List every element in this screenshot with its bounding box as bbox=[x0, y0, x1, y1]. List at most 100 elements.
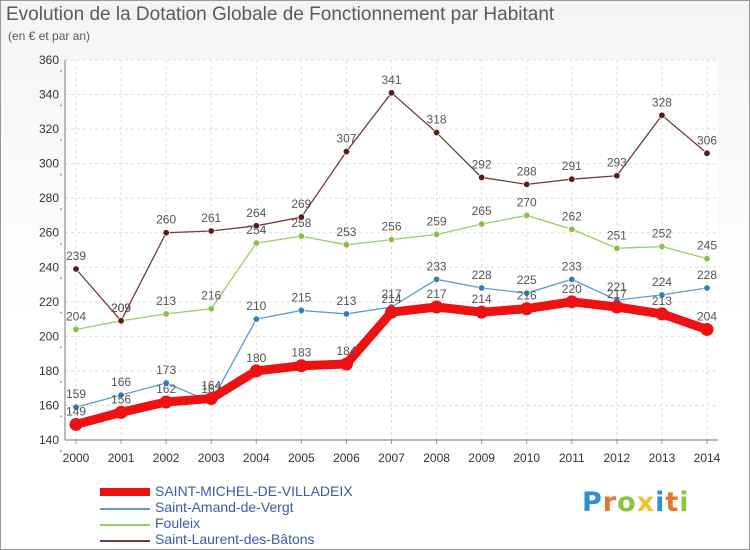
data-point-saint-michel-de-villadeix bbox=[69, 417, 83, 431]
x-tick-label: 2001 bbox=[108, 451, 135, 465]
legend-swatch bbox=[100, 540, 150, 542]
x-tick-label: 2004 bbox=[243, 451, 270, 465]
data-point-saint-laurent-des-batons bbox=[117, 317, 125, 325]
data-point-saint-amand-de-vergt bbox=[523, 289, 531, 297]
data-point-saint-michel-de-villadeix bbox=[249, 364, 263, 378]
data-point-saint-amand-de-vergt bbox=[252, 315, 260, 323]
data-label-fouleix: 262 bbox=[562, 209, 582, 223]
data-point-fouleix bbox=[297, 232, 305, 240]
data-point-fouleix bbox=[433, 230, 441, 238]
data-label-fouleix: 245 bbox=[697, 239, 717, 253]
data-label-fouleix: 258 bbox=[291, 216, 311, 230]
data-label-saint-michel-de-villadeix: 220 bbox=[562, 282, 582, 296]
data-label-saint-michel-de-villadeix: 204 bbox=[697, 309, 717, 323]
data-label-saint-amand-de-vergt: 210 bbox=[246, 299, 266, 313]
logo-letter: i bbox=[679, 487, 690, 518]
data-label-saint-michel-de-villadeix: 216 bbox=[517, 289, 537, 303]
data-label-saint-michel-de-villadeix: 217 bbox=[427, 287, 447, 301]
data-point-saint-laurent-des-batons bbox=[613, 172, 621, 180]
data-label-saint-laurent-des-batons: 260 bbox=[156, 213, 176, 227]
data-label-saint-michel-de-villadeix: 213 bbox=[652, 294, 672, 308]
data-label-saint-amand-de-vergt: 166 bbox=[111, 375, 131, 389]
data-point-fouleix bbox=[658, 243, 666, 251]
data-label-saint-michel-de-villadeix: 162 bbox=[156, 382, 176, 396]
data-label-saint-laurent-des-batons: 341 bbox=[381, 73, 401, 87]
data-point-saint-amand-de-vergt bbox=[433, 275, 441, 283]
data-label-saint-laurent-des-batons: 239 bbox=[66, 249, 86, 263]
y-tick-label: 300 bbox=[39, 157, 59, 171]
data-point-saint-michel-de-villadeix bbox=[159, 395, 173, 409]
data-label-saint-amand-de-vergt: 173 bbox=[156, 363, 176, 377]
logo-letter: t bbox=[665, 487, 680, 518]
data-point-saint-laurent-des-batons bbox=[478, 173, 486, 181]
data-point-saint-laurent-des-batons bbox=[342, 148, 350, 156]
data-label-saint-amand-de-vergt: 221 bbox=[607, 280, 627, 294]
data-label-saint-laurent-des-batons: 209 bbox=[111, 301, 131, 315]
y-tick-label: 200 bbox=[39, 329, 59, 343]
x-tick-label: 2011 bbox=[559, 451, 585, 465]
logo-letter: o bbox=[617, 487, 637, 518]
data-label-saint-laurent-des-batons: 318 bbox=[427, 113, 447, 127]
logo-letter: r bbox=[602, 487, 618, 518]
data-label-saint-laurent-des-batons: 261 bbox=[201, 211, 221, 225]
x-tick-label: 2013 bbox=[649, 451, 676, 465]
x-tick-label: 2000 bbox=[63, 451, 90, 465]
data-label-saint-amand-de-vergt: 228 bbox=[472, 268, 492, 282]
x-tick-label: 2014 bbox=[694, 451, 721, 465]
data-point-saint-michel-de-villadeix bbox=[565, 295, 579, 309]
data-point-saint-amand-de-vergt bbox=[703, 284, 711, 292]
data-point-saint-laurent-des-batons bbox=[252, 222, 260, 230]
data-label-fouleix: 252 bbox=[652, 227, 672, 241]
logo-letter: P bbox=[582, 487, 603, 518]
data-point-saint-laurent-des-batons bbox=[297, 213, 305, 221]
data-label-saint-amand-de-vergt: 228 bbox=[697, 268, 717, 282]
data-label-fouleix: 270 bbox=[517, 195, 537, 209]
data-label-saint-laurent-des-batons: 291 bbox=[562, 159, 582, 173]
x-tick-label: 2006 bbox=[333, 451, 360, 465]
x-tick-label: 2007 bbox=[378, 451, 405, 465]
data-point-saint-michel-de-villadeix bbox=[114, 405, 128, 419]
data-label-saint-michel-de-villadeix: 184 bbox=[336, 344, 356, 358]
data-label-fouleix: 265 bbox=[472, 204, 492, 218]
data-point-saint-michel-de-villadeix bbox=[294, 359, 308, 373]
legend-swatch bbox=[100, 508, 150, 510]
data-label-fouleix: 259 bbox=[427, 214, 447, 228]
legend-swatch bbox=[100, 524, 150, 526]
x-tick-label: 2010 bbox=[513, 451, 540, 465]
data-label-saint-laurent-des-batons: 292 bbox=[472, 157, 492, 171]
data-label-fouleix: 251 bbox=[607, 228, 627, 242]
data-label-saint-amand-de-vergt: 159 bbox=[66, 387, 86, 401]
data-label-saint-amand-de-vergt: 225 bbox=[517, 273, 537, 287]
data-point-saint-laurent-des-batons bbox=[72, 265, 80, 273]
data-label-saint-laurent-des-batons: 264 bbox=[246, 206, 266, 220]
data-point-saint-michel-de-villadeix bbox=[475, 305, 489, 319]
x-tick-label: 2008 bbox=[423, 451, 450, 465]
data-label-saint-michel-de-villadeix: 214 bbox=[381, 292, 401, 306]
data-point-saint-michel-de-villadeix bbox=[655, 307, 669, 321]
data-label-saint-michel-de-villadeix: 180 bbox=[246, 351, 266, 365]
data-label-saint-michel-de-villadeix: 156 bbox=[111, 392, 131, 406]
data-label-saint-amand-de-vergt: 215 bbox=[291, 290, 311, 304]
data-point-saint-michel-de-villadeix bbox=[520, 302, 534, 316]
legend-swatch bbox=[100, 488, 150, 496]
data-label-saint-michel-de-villadeix: 214 bbox=[472, 292, 492, 306]
y-tick-label: 280 bbox=[39, 191, 59, 205]
data-point-saint-laurent-des-batons bbox=[162, 229, 170, 237]
legend-label: Saint-Laurent-des-Bâtons bbox=[155, 531, 315, 547]
data-point-saint-laurent-des-batons bbox=[658, 111, 666, 119]
data-point-saint-laurent-des-batons bbox=[387, 89, 395, 97]
logo-letter: x bbox=[636, 487, 656, 518]
data-point-saint-laurent-des-batons bbox=[568, 175, 576, 183]
data-point-saint-michel-de-villadeix bbox=[204, 392, 218, 406]
legend-label: Fouleix bbox=[155, 515, 201, 531]
y-tick-label: 260 bbox=[39, 226, 59, 240]
data-label-saint-amand-de-vergt: 213 bbox=[336, 294, 356, 308]
data-point-saint-michel-de-villadeix bbox=[339, 357, 353, 371]
data-point-saint-amand-de-vergt bbox=[658, 291, 666, 299]
data-label-saint-laurent-des-batons: 288 bbox=[517, 164, 537, 178]
data-point-fouleix bbox=[387, 236, 395, 244]
data-point-saint-amand-de-vergt bbox=[478, 284, 486, 292]
legend-label: Saint-Amand-de-Vergt bbox=[155, 499, 294, 515]
y-tick-label: 360 bbox=[39, 53, 59, 67]
data-point-fouleix bbox=[342, 241, 350, 249]
